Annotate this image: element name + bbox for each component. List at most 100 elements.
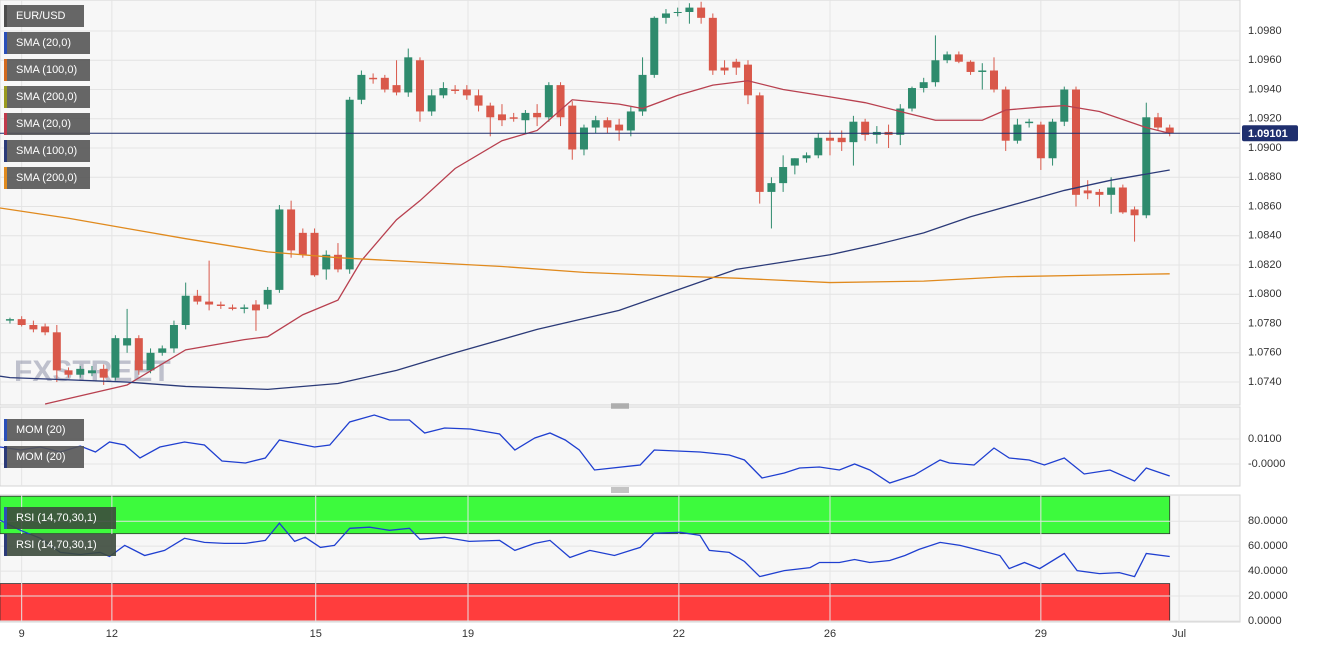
candle-body xyxy=(451,89,460,91)
x-tick-label: 22 xyxy=(673,628,685,640)
candle-body xyxy=(966,61,975,72)
y-tick-label: 0.0000 xyxy=(1248,615,1282,627)
rsi-zone xyxy=(0,583,1171,622)
legend-swatch xyxy=(4,59,7,81)
y-tick-label: 20.0000 xyxy=(1248,590,1288,602)
candle-body xyxy=(603,120,612,128)
x-tick-label: 19 xyxy=(462,628,474,640)
candle-body xyxy=(240,307,249,309)
candle-body xyxy=(357,74,366,100)
candle-body xyxy=(802,155,811,159)
candle-body xyxy=(169,324,178,349)
candle-body xyxy=(743,64,752,96)
legend-box xyxy=(4,32,90,54)
y-tick-label: 1.0980 xyxy=(1248,25,1282,37)
candle-body xyxy=(661,13,670,18)
candle-body xyxy=(1083,190,1092,194)
candle-body xyxy=(275,209,284,290)
candle-body xyxy=(181,295,190,325)
candle-body xyxy=(732,61,741,68)
sma-line xyxy=(0,207,1170,284)
candle-body xyxy=(896,108,905,135)
legend-label: SMA (100,0) xyxy=(16,64,77,76)
sma-line xyxy=(44,80,1170,405)
candle-body xyxy=(87,370,96,374)
indicator-line xyxy=(0,519,1170,578)
candle-body xyxy=(486,105,495,118)
candle-body xyxy=(146,352,155,371)
y-tick-label: 1.0820 xyxy=(1248,259,1282,271)
candle-body xyxy=(17,319,26,325)
legend-box xyxy=(4,86,90,108)
legend-box xyxy=(4,5,84,27)
candle-body xyxy=(720,67,729,71)
legend-swatch xyxy=(4,140,7,162)
x-tick-label: 12 xyxy=(106,628,118,640)
candle-body xyxy=(392,85,401,93)
candle-body xyxy=(497,114,506,121)
legend-swatch xyxy=(4,86,7,108)
last-price-label: 1.09101 xyxy=(1248,128,1288,140)
candle-body xyxy=(310,232,319,276)
candle-body xyxy=(919,82,928,89)
x-tick-label: 15 xyxy=(310,628,322,640)
legend-swatch xyxy=(4,32,7,54)
legend-swatch xyxy=(4,446,7,468)
candle-body xyxy=(626,111,635,131)
candle-body xyxy=(509,117,518,119)
candle-body xyxy=(825,137,834,141)
candle-body xyxy=(1095,191,1104,195)
candle-body xyxy=(474,95,483,106)
candle-body xyxy=(708,17,717,71)
candle-body xyxy=(638,74,647,112)
candle-body xyxy=(123,338,132,346)
candle-body xyxy=(99,368,108,378)
candle-body xyxy=(427,95,436,112)
candle-body xyxy=(1142,117,1151,216)
legend-swatch xyxy=(4,5,7,27)
legend-swatch xyxy=(4,507,7,529)
candle-body xyxy=(1013,124,1022,141)
legend-label: MOM (20) xyxy=(16,451,66,463)
y-tick-label: 1.0780 xyxy=(1248,317,1282,329)
y-tick-label: 1.0920 xyxy=(1248,113,1282,125)
rsi-zone xyxy=(0,495,1171,535)
candle-body xyxy=(1107,187,1116,195)
candle-body xyxy=(907,88,916,109)
candle-body xyxy=(790,158,799,166)
legend-swatch xyxy=(4,113,7,135)
y-tick-label: 1.0860 xyxy=(1248,200,1282,212)
candle-body xyxy=(298,232,307,255)
candle-body xyxy=(1071,89,1080,195)
candle-body xyxy=(837,137,846,143)
legend-label: SMA (200,0) xyxy=(16,172,77,184)
x-tick-label: 29 xyxy=(1035,628,1047,640)
y-tick-label: 1.0760 xyxy=(1248,347,1282,359)
candle-body xyxy=(322,254,331,270)
candle-body xyxy=(767,183,776,192)
x-tick-label: 26 xyxy=(824,628,836,640)
candle-body xyxy=(263,289,272,305)
candle-body xyxy=(251,304,260,311)
candle-body xyxy=(814,137,823,156)
candle-body xyxy=(52,332,61,371)
candle-body xyxy=(41,326,50,333)
legend-label: SMA (100,0) xyxy=(16,145,77,157)
legend-label: EUR/USD xyxy=(16,10,66,22)
candle-body xyxy=(287,209,296,251)
candle-body xyxy=(849,121,858,143)
candle-body xyxy=(521,112,530,121)
legend-label: SMA (20,0) xyxy=(16,118,71,130)
candle-body xyxy=(1165,127,1174,134)
legend-label: SMA (20,0) xyxy=(16,37,71,49)
candle-body xyxy=(861,121,870,135)
y-tick-label: 80.0000 xyxy=(1248,515,1288,527)
y-tick-label: 60.0000 xyxy=(1248,540,1288,552)
candle-body xyxy=(978,70,987,72)
candle-body xyxy=(111,338,120,378)
candle-body xyxy=(216,304,225,306)
legend-box xyxy=(4,140,90,162)
candle-body xyxy=(615,124,624,131)
plot-area xyxy=(0,406,1241,487)
